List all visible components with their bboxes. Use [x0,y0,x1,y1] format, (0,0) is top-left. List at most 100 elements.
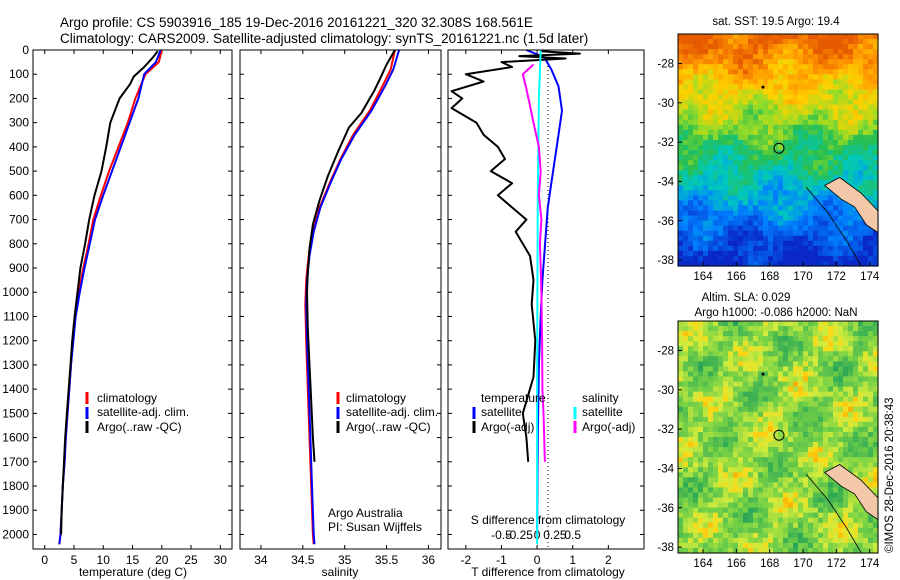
heatmap-cell [758,406,764,413]
heatmap-cell [873,447,879,453]
heatmap-cell [733,215,739,222]
heatmap-cell [858,114,864,121]
heatmap-cell [873,356,879,362]
heatmap-cell [733,109,739,116]
heatmap-cell [788,44,794,50]
heatmap-cell [873,170,879,176]
heatmap-cell [828,49,834,55]
heatmap-cell [683,396,689,403]
heatmap-cell [723,225,729,232]
heatmap-cell [828,517,834,524]
heatmap-cell [853,527,859,534]
heatmap-cell [788,356,794,362]
heatmap-cell [703,547,709,554]
heatmap-cell [778,366,784,373]
heatmap-cell [778,421,784,428]
heatmap-cell [813,144,819,151]
heatmap-cell [758,260,764,267]
heatmap-cell [853,114,859,121]
heatmap-cell [803,406,809,413]
heatmap-cell [858,341,864,347]
heatmap-cell [858,34,864,40]
heatmap-cell [748,487,754,494]
heatmap-cell [753,467,759,473]
heatmap-cell [713,401,719,408]
heatmap-cell [778,255,784,262]
heatmap-cell [738,195,744,202]
heatmap-cell [683,160,689,166]
heatmap-cell [848,260,854,267]
heatmap-cell [708,139,714,146]
heatmap-cell [813,129,819,136]
heatmap-cell [833,170,839,176]
heatmap-cell [713,64,719,70]
heatmap-cell [773,215,779,222]
heatmap-cell [853,401,859,408]
heatmap-cell [748,175,754,181]
heatmap-cell [868,452,874,458]
heatmap-cell [778,104,784,111]
heatmap-cell [798,326,804,332]
heatmap-cell [718,447,724,453]
heatmap-cell [758,401,764,408]
heatmap-cell [758,381,764,388]
heatmap-cell [733,421,739,428]
heatmap-cell [723,462,729,468]
heatmap-cell [838,351,844,357]
heatmap-cell [788,447,794,453]
heatmap-cell [873,190,879,196]
heatmap-cell [718,185,724,191]
heatmap-cell [848,351,854,357]
heatmap-cell [763,200,769,207]
heatmap-cell [758,155,764,161]
heatmap-cell [693,79,699,86]
heatmap-cell [818,477,824,483]
heatmap-cell [768,250,774,257]
heatmap-cell [723,215,729,222]
heatmap-cell [798,406,804,413]
heatmap-cell [833,437,839,443]
heatmap-cell [788,185,794,191]
heatmap-cell [863,356,869,362]
heatmap-cell [868,447,874,453]
heatmap-cell [758,421,764,428]
heatmap-cell [803,477,809,483]
heatmap-cell [818,532,824,539]
heatmap-cell [758,225,764,232]
heatmap-cell [743,532,749,539]
heatmap-cell [768,170,774,176]
heatmap-cell [758,245,764,252]
heatmap-cell [748,215,754,222]
heatmap-cell [723,502,729,509]
heatmap-cell [768,190,774,196]
heatmap-cell [818,205,824,212]
heatmap-cell [843,79,849,86]
heatmap-cell [713,502,719,509]
heatmap-cell [813,537,819,544]
heatmap-cell [743,477,749,483]
heatmap-cell [778,89,784,96]
heatmap-cell [783,341,789,347]
heatmap-cell [708,411,714,418]
heatmap-cell [693,225,699,232]
heatmap-cell [738,331,744,337]
heatmap-cell [868,230,874,237]
heatmap-cell [693,356,699,362]
heatmap-cell [748,467,754,473]
heatmap-cell [783,155,789,161]
heatmap-cell [693,416,699,423]
heatmap-cell [798,155,804,161]
heatmap-cell [808,64,814,70]
heatmap-cell [738,351,744,357]
heatmap-cell [748,250,754,257]
heatmap-cell [863,69,869,75]
heatmap-cell [808,59,814,65]
heatmap-cell [753,155,759,161]
heatmap-cell [843,532,849,539]
heatmap-cell [753,426,759,433]
heatmap-cell [818,175,824,181]
heatmap-cell [698,180,704,186]
heatmap-cell [848,250,854,257]
heatmap-cell [803,129,809,136]
heatmap-cell [763,547,769,554]
